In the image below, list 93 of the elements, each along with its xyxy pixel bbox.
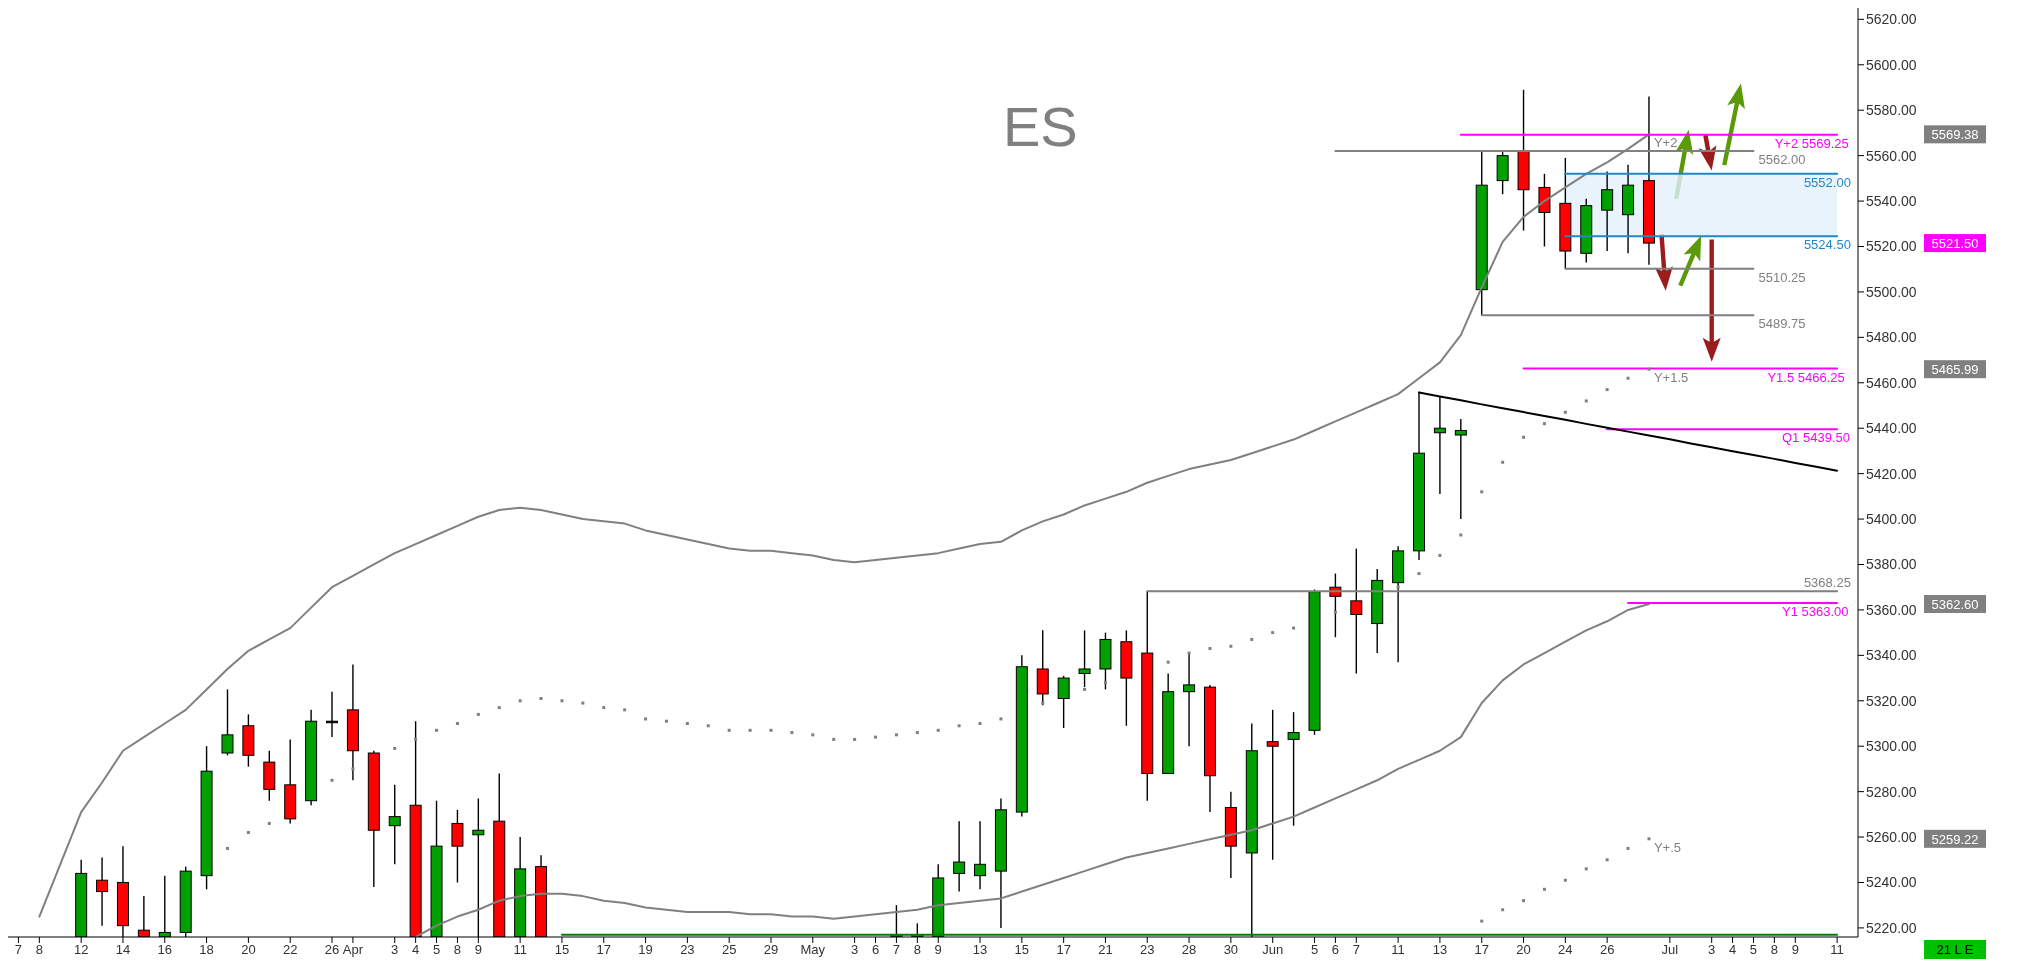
x-tick-label: 8 — [1770, 942, 1778, 958]
x-tick-label: 15 — [1014, 942, 1030, 958]
x-tick-label: Apr — [342, 942, 364, 958]
x-tick-label: Jul — [1661, 942, 1679, 958]
x-tick-label: 3 — [391, 942, 399, 958]
x-tick-label: 5 — [1310, 942, 1319, 958]
x-tick-label: May — [800, 942, 826, 958]
x-tick-label: 30 — [1223, 942, 1239, 958]
x-tick-label: 14 — [115, 942, 131, 958]
x-tick-label: 7 — [1352, 942, 1360, 958]
y-tick-label: 5500.00 — [1866, 283, 1917, 300]
series-label: Q1 5439.50 — [1782, 430, 1850, 446]
x-tick-label: 17 — [1056, 942, 1071, 958]
series-label: 5510.25 — [1758, 269, 1806, 285]
series-label: 5552.00 — [1803, 174, 1851, 190]
y-tick-label: 5620.00 — [1866, 11, 1917, 28]
x-tick-label: 13 — [972, 942, 988, 958]
x-tick-label: 15 — [554, 942, 570, 958]
y-tick-label: 5380.00 — [1866, 556, 1917, 573]
y-tick-label: 5340.00 — [1866, 647, 1917, 664]
text: 5569.38 — [1931, 127, 1979, 143]
y-tick-label: 5460.00 — [1866, 374, 1917, 391]
series-label: 5524.50 — [1803, 237, 1851, 253]
x-tick-label: 8 — [453, 942, 462, 958]
text: 5362.60 — [1931, 597, 1979, 613]
x-tick-label: 7 — [892, 942, 901, 958]
text: 21 L E — [1936, 942, 1974, 957]
x-tick-label: 21 — [1098, 942, 1113, 958]
x-tick-label: 23 — [1140, 942, 1155, 958]
series-label: Y+1.5 — [1653, 370, 1689, 386]
x-tick-label: 5 — [432, 942, 441, 958]
y-tick-label: 5440.00 — [1866, 420, 1917, 437]
x-tick-label: Jun — [1262, 942, 1284, 958]
y-tick-label: 5280.00 — [1866, 783, 1917, 800]
y-tick-label: 5300.00 — [1866, 738, 1917, 755]
series-label: Y+2 5569.25 — [1774, 135, 1849, 151]
series-label: 5562.00 — [1758, 152, 1806, 168]
x-tick-label: 17 — [596, 942, 611, 958]
x-tick-label: 28 — [1181, 942, 1197, 958]
x-tick-label: 3 — [1708, 942, 1716, 958]
series-label: 5368.25 — [1803, 575, 1851, 591]
series-label: Y+2 — [1653, 135, 1678, 151]
series-label: Y+.5 — [1653, 839, 1682, 855]
y-tick-label: 5360.00 — [1866, 601, 1917, 618]
x-tick-label: 11 — [1830, 942, 1844, 958]
x-tick-label: 20 — [241, 942, 256, 958]
series-label: 5489.75 — [1758, 316, 1806, 332]
x-tick-label: 11 — [1391, 942, 1405, 958]
x-tick-label: 26 — [324, 942, 340, 958]
x-tick-label: 12 — [73, 942, 89, 958]
x-tick-label: 29 — [763, 942, 779, 958]
x-tick-label: 8 — [913, 942, 921, 958]
x-tick-label: 6 — [1331, 942, 1340, 958]
x-tick-label: 9 — [1791, 942, 1799, 958]
text: ES — [1002, 95, 1078, 158]
series-label: Y1 5363.00 — [1782, 604, 1849, 620]
x-tick-label: 11 — [513, 942, 527, 958]
text: 5465.99 — [1931, 362, 1979, 378]
y-tick-label: 5260.00 — [1866, 829, 1917, 846]
y-tick-label: 5520.00 — [1866, 238, 1917, 255]
x-tick-label: 26 — [1599, 942, 1615, 958]
y-tick-label: 5600.00 — [1866, 56, 1917, 73]
x-tick-label: 3 — [850, 942, 859, 958]
x-tick-label: 9 — [474, 942, 482, 958]
y-tick-label: 5240.00 — [1866, 874, 1917, 891]
y-tick-label: 5220.00 — [1866, 919, 1917, 936]
x-tick-label: 9 — [934, 942, 942, 958]
y-tick-label: 5420.00 — [1866, 465, 1917, 482]
x-tick-label: 22 — [282, 942, 298, 958]
x-tick-label: 5 — [1749, 942, 1758, 958]
y-tick-label: 5480.00 — [1866, 329, 1917, 346]
text: 5259.22 — [1931, 831, 1979, 847]
series-label: Y1.5 5466.25 — [1767, 369, 1845, 385]
x-tick-label: 24 — [1558, 942, 1573, 958]
y-tick-label: 5580.00 — [1866, 102, 1917, 119]
y-tick-label: 5560.00 — [1866, 147, 1917, 164]
x-tick-label: 17 — [1474, 942, 1489, 958]
x-tick-label: 7 — [14, 942, 23, 958]
x-tick-label: 20 — [1516, 942, 1531, 958]
x-tick-label: 8 — [35, 942, 43, 958]
x-tick-label: 4 — [412, 942, 420, 958]
y-tick-label: 5540.00 — [1866, 193, 1917, 210]
x-tick-label: 25 — [721, 942, 737, 958]
x-tick-label: 16 — [157, 942, 173, 958]
x-tick-label: 4 — [1728, 942, 1737, 958]
text: 5521.50 — [1931, 236, 1979, 252]
x-tick-label: 6 — [871, 942, 880, 958]
y-tick-label: 5320.00 — [1866, 692, 1917, 709]
x-tick-label: 23 — [680, 942, 695, 958]
x-tick-label: 13 — [1432, 942, 1448, 958]
x-tick-label: 18 — [199, 942, 214, 958]
y-tick-label: 5400.00 — [1866, 511, 1917, 528]
x-tick-label: 19 — [638, 942, 653, 958]
